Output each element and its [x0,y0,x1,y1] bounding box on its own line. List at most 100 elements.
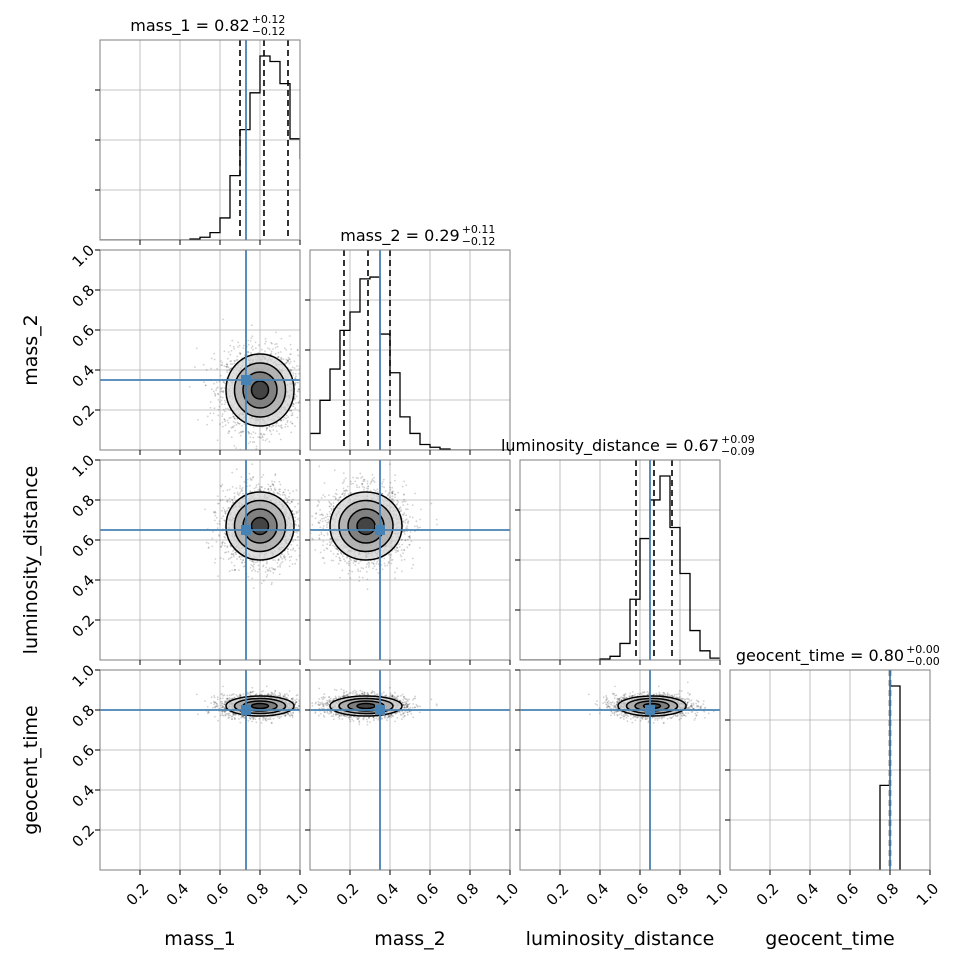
sample-point [361,475,364,478]
sample-point [219,390,222,393]
sample-point [240,431,243,434]
sample-point [227,507,230,510]
sample-point [283,347,286,350]
sample-point [239,492,241,495]
sample-point [275,425,277,428]
sample-point [366,588,369,591]
sample-point [222,507,225,509]
sample-point [219,557,222,559]
title-plus-geocent_time: +0.00 [906,643,940,656]
sample-point [281,427,283,429]
sample-point [242,492,244,495]
sample-point [243,423,246,425]
sample-point [222,515,225,518]
sample-point [294,550,297,552]
sample-point [401,539,403,541]
sample-point [255,445,258,448]
sample-point [280,419,283,422]
sample-point [281,560,284,563]
sample-point [276,345,279,348]
sample-point [226,366,229,368]
sample-point [334,492,337,495]
sample-point [248,432,251,434]
sample-point [279,555,282,557]
sample-point [252,587,255,589]
sample-point [265,562,268,565]
sample-point [205,541,208,544]
sample-point [279,493,282,496]
sample-point [237,346,239,348]
sample-point [224,424,227,427]
sample-point [280,419,283,421]
sample-point [366,482,369,485]
sample-point [253,487,256,490]
sample-point [275,331,277,334]
sample-point [238,432,241,434]
sample-point [217,393,220,395]
sample-point [254,432,257,435]
sample-point [295,510,298,513]
sample-point [295,402,297,404]
sample-point [218,534,220,536]
sample-point [292,547,295,550]
sample-point [279,483,282,486]
sample-point [226,369,229,372]
sample-point [231,363,234,365]
sample-point [270,341,272,344]
sample-point [223,365,226,367]
sample-point [240,490,242,492]
sample-point [294,562,297,565]
sample-point [221,396,224,399]
sample-point [216,439,219,442]
sample-point [319,519,322,522]
sample-point [221,421,224,424]
sample-point [258,568,261,571]
sample-point [271,567,273,569]
sample-point [262,565,264,568]
sample-point [252,426,255,428]
sample-point [285,417,287,420]
sample-point [247,343,250,346]
sample-point [231,339,234,342]
sample-point [252,568,255,571]
sample-point [278,481,281,483]
sample-point [272,484,275,487]
sample-point [391,486,394,489]
ticks-2-2 [515,509,721,665]
sample-point [287,416,289,419]
sample-point [233,362,236,365]
sample-point [205,369,208,371]
sample-point [207,546,210,549]
sample-point [255,561,257,564]
sample-point [224,537,227,539]
sample-point [292,372,294,374]
sample-point [235,551,237,554]
sample-point [290,410,293,412]
sample-point [284,556,287,558]
sample-point [345,489,348,491]
sample-point [233,495,236,498]
sample-point [221,364,224,366]
sample-point [224,545,226,547]
sample-point [221,542,223,545]
sample-point [212,390,215,393]
sample-point [231,498,233,501]
sample-point [222,390,225,393]
sample-point [222,558,225,560]
sample-point [240,488,243,491]
sample-point [323,562,326,564]
sample-point [251,560,254,563]
sample-point [233,359,236,362]
title-plus-mass_1: +0.12 [252,13,286,26]
sample-point [367,488,370,490]
sample-point [272,568,275,570]
sample-point [278,490,281,493]
sample-point [222,318,224,321]
sample-point [268,569,271,571]
sample-point [229,360,232,363]
sample-point [294,372,297,375]
sample-point [220,546,223,548]
sample-point [228,369,231,372]
sample-point [229,363,232,365]
sample-point [294,377,297,380]
